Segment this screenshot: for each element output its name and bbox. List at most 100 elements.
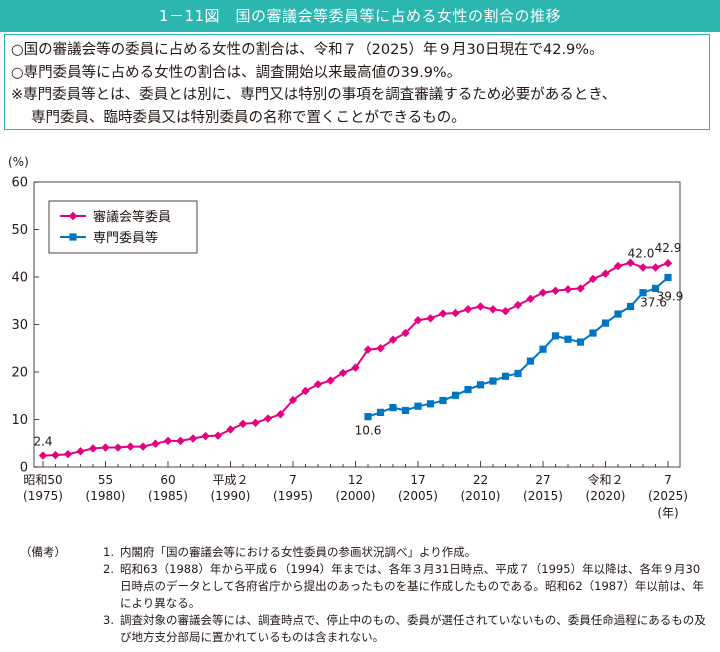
- summary-line-2: ○専門委員等に占める女性の割合は、調査開始以来最高値の39.9%。: [11, 64, 462, 81]
- diamond-marker: [488, 305, 498, 314]
- square-marker: [464, 385, 472, 394]
- diamond-marker: [663, 259, 673, 268]
- diamond-marker: [388, 335, 398, 344]
- x-tick-label-year: (1985): [148, 489, 188, 503]
- diamond-marker: [51, 450, 60, 460]
- diamond-marker: [613, 261, 623, 271]
- x-tick-label-year: (2020): [586, 489, 626, 503]
- diamond-marker: [451, 308, 460, 318]
- x-tick-label: 7: [289, 473, 297, 487]
- note-item-3: 3. 調査対象の審議会等には、調査時点で、停止中のもの、委員が選任されていないも…: [20, 612, 710, 646]
- summary-box: ○国の審議会等の委員に占める女性の割合は、令和７（2025）年９月30日現在で4…: [4, 34, 710, 130]
- square-marker: [664, 273, 672, 282]
- x-tick-label-year: (1995): [273, 489, 313, 503]
- diamond-marker: [476, 302, 485, 311]
- line-chart: 0 10 20 30 40 50 60 (%) 昭和50 (1975) 55 (1980) 60 (198…: [8, 155, 688, 520]
- diamond-marker: [338, 368, 348, 378]
- chart-series: [38, 258, 673, 460]
- square-marker: [601, 319, 610, 327]
- diamond-marker: [526, 294, 535, 304]
- square-marker: [651, 284, 660, 292]
- x-tick-label-year: (2015): [523, 489, 563, 503]
- diamond-marker: [326, 376, 335, 385]
- diamond-marker: [126, 442, 135, 451]
- square-marker: [364, 413, 372, 421]
- diamond-marker: [563, 285, 573, 294]
- y-tick-label: 60: [11, 176, 28, 191]
- diamond-marker: [538, 288, 548, 297]
- x-tick-label-year: (2025): [648, 489, 688, 503]
- x-tick-label-year: (1980): [86, 489, 126, 503]
- diamond-marker: [438, 309, 448, 318]
- diamond-marker: [513, 300, 523, 310]
- x-axis-unit: (年): [657, 506, 678, 520]
- square-marker: [426, 400, 435, 408]
- note-text: 昭和63（1988）年から平成６（1994）年までは、各年３月31日時点、平成７…: [120, 562, 704, 610]
- diamond-marker: [301, 386, 310, 396]
- square-marker: [626, 302, 635, 311]
- y-tick-label: 10: [11, 413, 28, 428]
- diamond-marker: [263, 414, 273, 423]
- data-label: 2.4: [33, 435, 52, 449]
- diamond-marker: [288, 395, 298, 405]
- note-number: 2.: [103, 562, 114, 576]
- data-label: 10.6: [355, 424, 382, 438]
- diamond-marker: [426, 314, 435, 323]
- y-tick-label: 40: [11, 271, 28, 286]
- notes-tag: （備考）: [20, 545, 66, 559]
- square-marker: [501, 372, 510, 380]
- data-label: 42.9: [655, 241, 682, 255]
- diamond-marker: [176, 436, 185, 446]
- y-tick-label: 30: [11, 318, 28, 333]
- series-1: [38, 258, 673, 460]
- diamond-marker: [638, 263, 648, 272]
- x-tick-label-year: (2005): [398, 489, 438, 503]
- diamond-marker: [363, 345, 373, 354]
- data-label: 37.6: [640, 295, 667, 309]
- square-marker: [439, 396, 447, 405]
- square-marker: [564, 335, 572, 343]
- note-text: 調査対象の審議会等には、調査時点で、停止中のもの、委員が選任されていないもの、委…: [120, 613, 706, 644]
- note-item-1: （備考） 1. 内閣府「国の審議会等における女性委員の参画状況調べ」より作成。: [20, 544, 710, 561]
- diamond-marker: [88, 444, 98, 453]
- square-marker: [401, 406, 410, 415]
- diamond-marker: [463, 305, 473, 314]
- diamond-marker: [201, 431, 210, 441]
- diamond-marker: [76, 447, 85, 456]
- square-marker: [514, 369, 522, 378]
- diamond-marker: [188, 434, 198, 443]
- diamond-marker: [588, 274, 598, 284]
- square-marker: [539, 345, 547, 353]
- y-tick-label: 50: [11, 223, 28, 238]
- diamond-marker: [376, 344, 385, 353]
- data-label: 42.0: [628, 247, 655, 261]
- diamond-marker: [213, 431, 223, 440]
- x-tick-label-year: (1990): [211, 489, 251, 503]
- square-marker: [376, 408, 385, 416]
- x-tick-label: 7: [664, 473, 672, 487]
- legend-entry: 専門委員等: [93, 230, 158, 246]
- diamond-marker: [251, 418, 260, 428]
- diamond-marker: [38, 451, 48, 460]
- diamond-marker: [151, 439, 160, 448]
- square-marker: [451, 391, 460, 399]
- y-tick-label: 0: [20, 461, 28, 476]
- note-item-2: 2. 昭和63（1988）年から平成６（1994）年までは、各年３月31日時点、…: [20, 561, 710, 612]
- diamond-marker: [138, 442, 148, 451]
- diamond-marker: [651, 263, 660, 272]
- x-tick-label: 22: [473, 473, 488, 487]
- square-marker: [489, 377, 497, 385]
- summary-line-3: ※専門委員等とは、委員とは別に、専門又は特別の事項を調査審議するため必要があると…: [11, 87, 617, 103]
- chart-axes: 0 10 20 30 40 50 60 (%) 昭和50 (1975) 55 (1980) 60 (198…: [8, 155, 688, 520]
- diamond-marker: [401, 328, 410, 338]
- diamond-marker: [313, 380, 323, 389]
- square-marker: [589, 329, 597, 337]
- note-number: 1.: [103, 545, 114, 559]
- square-marker: [614, 310, 622, 318]
- diamond-marker: [113, 443, 123, 452]
- notes: （備考） 1. 内閣府「国の審議会等における女性委員の参画状況調べ」より作成。 …: [20, 544, 710, 646]
- note-text: 内閣府「国の審議会等における女性委員の参画状況調べ」より作成。: [120, 545, 477, 559]
- legend-box: [48, 200, 198, 254]
- diamond-marker: [163, 436, 173, 446]
